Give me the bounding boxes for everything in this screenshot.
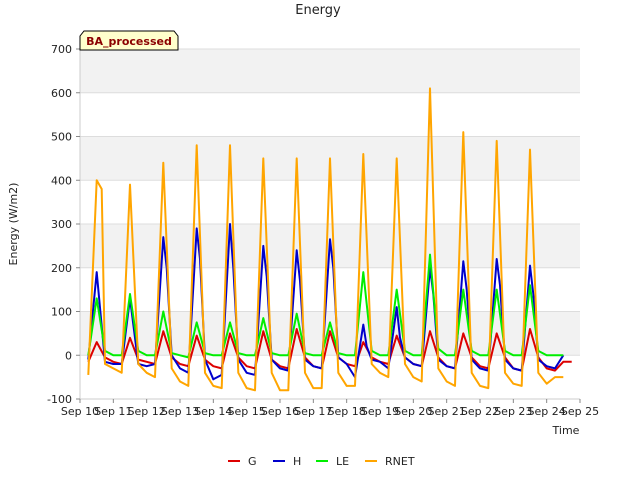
series-line-rnet [87,87,564,392]
series-line-h [87,223,565,381]
grid-band [80,49,580,93]
x-tick-label: Sep 25 [561,405,599,418]
y-tick-label: -100 [47,393,72,406]
y-tick-label: 600 [51,87,72,100]
legend-label-h: H [293,455,301,468]
x-tick-label: Sep 16 [261,405,299,418]
y-tick-label: 500 [51,131,72,144]
x-tick-label: Sep 10 [61,405,99,418]
y-tick-label: 200 [51,262,72,275]
chart-title: Energy [295,3,341,18]
series-line-le [87,253,564,359]
y-tick-label: 300 [51,218,72,231]
series-line-g [87,328,572,372]
y-tick-label: 0 [65,349,72,362]
x-tick-label: Sep 11 [94,405,132,418]
x-tick-label: Sep 17 [294,405,332,418]
x-axis-label: Time [552,424,580,437]
badge-label: BA_processed [86,35,172,48]
y-tick-label: 700 [51,43,72,56]
x-tick-label: Sep 12 [128,405,166,418]
x-tick-label: Sep 13 [161,405,199,418]
processed-badge: BA_processed [79,30,179,51]
x-tick-label: Sep 20 [394,405,432,418]
x-tick-label: Sep 18 [328,405,366,418]
x-tick-label: Sep 21 [428,405,466,418]
legend: G H LE RNET [228,455,415,468]
x-tick-label: Sep 23 [494,405,532,418]
y-tick-label: 100 [51,306,72,319]
x-tick-label: Sep 22 [461,405,499,418]
legend-label-le: LE [336,455,349,468]
x-tick-label: Sep 15 [228,405,266,418]
legend-label-g: G [248,455,257,468]
x-tick-label: Sep 14 [194,405,232,418]
y-axis-label: Energy (W/m2) [7,183,20,266]
x-tick-label: Sep 24 [528,405,566,418]
x-tick-label: Sep 19 [361,405,399,418]
legend-label-rnet: RNET [385,455,415,468]
series-lines [87,87,572,392]
y-tick-label: 400 [51,174,72,187]
